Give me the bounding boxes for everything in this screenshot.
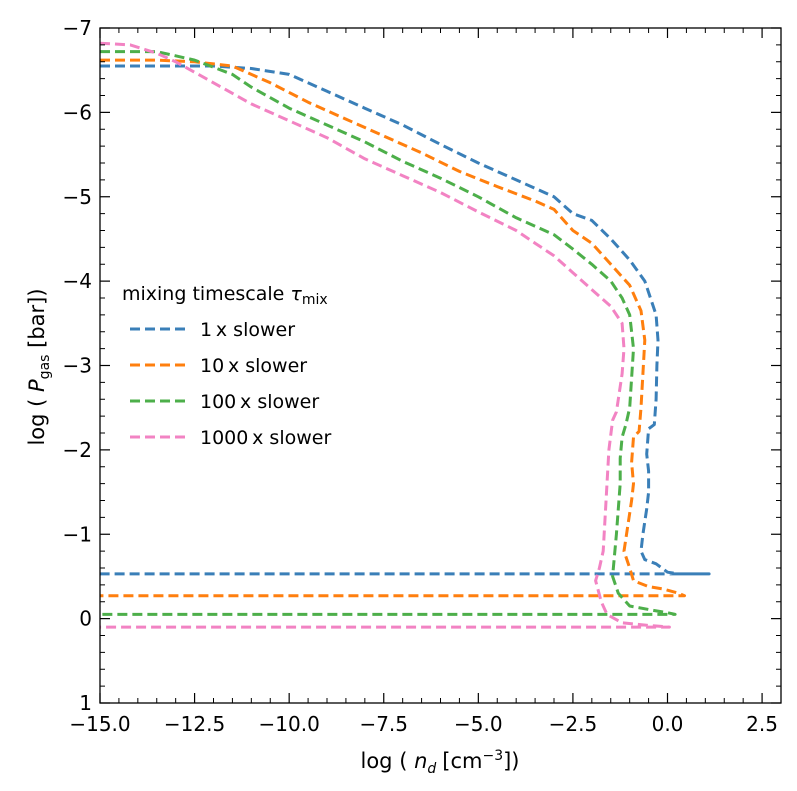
x-tick-label: −7.5	[359, 712, 408, 736]
y-tick-label: −5	[63, 185, 92, 209]
y-tick-label: −6	[63, 100, 92, 124]
y-tick-label: −1	[63, 522, 92, 546]
x-axis-label: log ( nd [cm−3])	[361, 748, 520, 777]
x-tick-label: −15.0	[69, 712, 130, 736]
legend-entries: 1 x slower 10 x slower 100 x slower 1000 x …	[130, 319, 331, 449]
y-tick-label: 0	[79, 607, 92, 631]
series-line-1	[100, 58, 686, 598]
y-tick-label: −2	[63, 438, 92, 462]
x-tick-label: 0.0	[652, 712, 684, 736]
series-line-2	[100, 50, 677, 616]
y-tick-label: −7	[63, 16, 92, 40]
legend-title: mixing timescale τmix	[122, 283, 328, 308]
x-tick-label: −5.0	[454, 712, 503, 736]
legend: mixing timescale τmix 1 x slower 10 x slo…	[122, 283, 331, 449]
y-tick-label: −3	[63, 354, 92, 378]
series-layer	[99, 41, 711, 629]
x-tick-label: −2.5	[549, 712, 598, 736]
x-tick-label: 2.5	[746, 712, 778, 736]
legend-label-3: 1000 x slower	[200, 427, 331, 449]
legend-label-1: 10 x slower	[200, 355, 307, 377]
plot-frame	[99, 27, 782, 704]
legend-label-2: 100 x slower	[200, 391, 319, 413]
x-tick-label: −10.0	[259, 712, 320, 736]
y-tick-label: −4	[63, 269, 92, 293]
series-line-0	[100, 64, 711, 576]
x-tick-label: −12.5	[164, 712, 225, 736]
legend-label-0: 1 x slower	[200, 319, 295, 341]
y-tick-label: 1	[79, 691, 92, 715]
series-line-3	[99, 41, 671, 629]
y-axis-label: log ( Pgas [bar])	[25, 288, 53, 445]
